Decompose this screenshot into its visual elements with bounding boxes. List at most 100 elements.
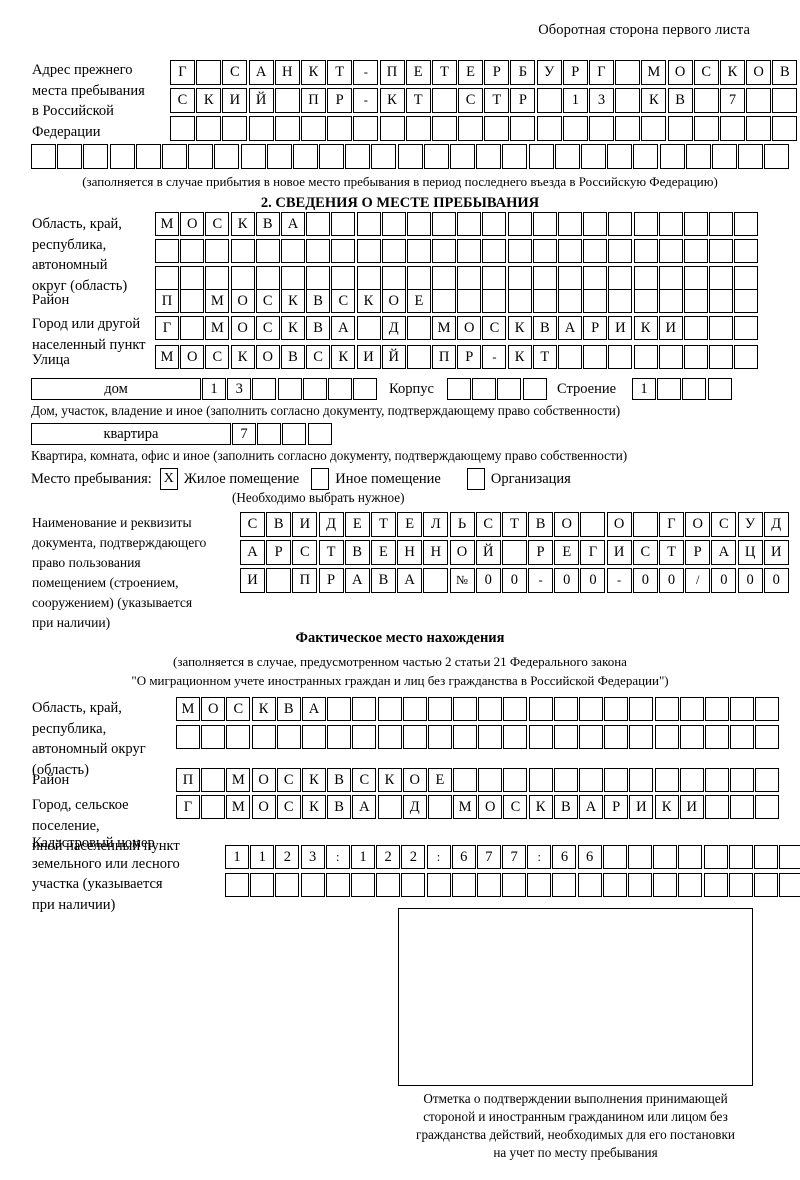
char-cell[interactable] (719, 116, 745, 141)
char-cell[interactable]: К (641, 88, 667, 113)
char-cell[interactable] (738, 144, 764, 169)
section2-region-row-2[interactable] (155, 239, 759, 263)
char-cell[interactable] (746, 116, 772, 141)
char-cell[interactable] (728, 873, 753, 897)
char-cell[interactable] (522, 378, 547, 400)
char-cell[interactable] (484, 116, 510, 141)
char-cell[interactable]: П (292, 568, 318, 593)
char-cell[interactable]: 0 (580, 568, 606, 593)
char-cell[interactable] (709, 289, 734, 313)
char-cell[interactable] (356, 266, 381, 290)
char-cell[interactable]: 1 (562, 88, 588, 113)
char-cell[interactable] (536, 88, 562, 113)
char-cell[interactable]: : (426, 845, 451, 869)
section2-region-row-3[interactable] (155, 266, 759, 290)
char-cell[interactable]: № (449, 568, 475, 593)
char-cell[interactable] (583, 239, 608, 263)
char-cell[interactable]: : (325, 845, 350, 869)
confirmation-stamp-box[interactable] (398, 908, 753, 1086)
char-cell[interactable] (528, 725, 553, 749)
char-cell[interactable]: Е (427, 768, 452, 792)
stay-type-option-organization-checkbox[interactable] (466, 468, 485, 490)
char-cell[interactable]: С (276, 768, 301, 792)
char-cell[interactable] (607, 144, 633, 169)
char-cell[interactable] (497, 378, 522, 400)
char-cell[interactable] (532, 266, 557, 290)
char-cell[interactable] (331, 212, 356, 236)
char-cell[interactable] (353, 116, 379, 141)
char-cell[interactable] (683, 212, 708, 236)
char-cell[interactable] (406, 239, 431, 263)
char-cell[interactable] (653, 845, 678, 869)
char-cell[interactable] (608, 266, 633, 290)
char-cell[interactable] (608, 239, 633, 263)
char-cell[interactable] (558, 212, 582, 236)
char-cell[interactable] (302, 378, 327, 400)
char-cell[interactable]: С (475, 512, 501, 537)
char-cell[interactable] (307, 423, 332, 445)
char-cell[interactable]: М (155, 345, 179, 369)
char-cell[interactable]: А (240, 540, 265, 565)
char-cell[interactable]: Н (274, 60, 300, 85)
char-cell[interactable]: И (608, 316, 633, 340)
char-cell[interactable] (457, 266, 482, 290)
char-cell[interactable] (693, 88, 719, 113)
char-cell[interactable] (376, 873, 401, 897)
char-cell[interactable]: 1 (250, 845, 275, 869)
char-cell[interactable]: С (458, 88, 484, 113)
char-cell[interactable] (423, 568, 449, 593)
char-cell[interactable] (300, 116, 326, 141)
char-cell[interactable] (155, 239, 179, 263)
char-cell[interactable] (251, 725, 276, 749)
char-cell[interactable]: М (155, 212, 179, 236)
char-cell[interactable]: М (226, 768, 251, 792)
char-cell[interactable]: О (402, 768, 427, 792)
char-cell[interactable]: К (230, 345, 255, 369)
char-cell[interactable] (709, 212, 734, 236)
char-cell[interactable]: Е (405, 60, 431, 85)
char-cell[interactable]: Е (370, 540, 396, 565)
char-cell[interactable]: П (300, 88, 326, 113)
char-cell[interactable]: О (180, 345, 205, 369)
char-cell[interactable]: Л (423, 512, 449, 537)
char-cell[interactable] (457, 289, 482, 313)
char-cell[interactable]: П (432, 345, 457, 369)
char-cell[interactable] (629, 697, 654, 721)
char-cell[interactable]: В (327, 768, 352, 792)
char-cell[interactable] (678, 873, 703, 897)
char-cell[interactable]: М (432, 316, 457, 340)
char-cell[interactable] (476, 144, 502, 169)
char-cell[interactable]: 0 (632, 568, 658, 593)
char-cell[interactable]: 2 (275, 845, 300, 869)
char-cell[interactable] (633, 239, 658, 263)
char-cell[interactable] (558, 266, 582, 290)
char-cell[interactable] (482, 239, 507, 263)
stroenie-boxes[interactable]: 1 (632, 378, 732, 400)
char-cell[interactable]: О (685, 512, 711, 537)
char-cell[interactable] (679, 768, 704, 792)
char-cell[interactable] (427, 697, 452, 721)
char-cell[interactable] (734, 239, 759, 263)
char-cell[interactable] (300, 873, 325, 897)
char-cell[interactable]: И (763, 540, 789, 565)
char-cell[interactable] (562, 116, 588, 141)
char-cell[interactable] (402, 697, 427, 721)
char-cell[interactable]: В (327, 795, 352, 819)
char-cell[interactable]: Е (406, 289, 431, 313)
char-cell[interactable] (432, 266, 457, 290)
char-cell[interactable]: И (679, 795, 704, 819)
char-cell[interactable]: Т (484, 88, 510, 113)
previous-address-row-3[interactable] (170, 116, 798, 141)
char-cell[interactable]: И (629, 795, 654, 819)
char-cell[interactable] (628, 845, 652, 869)
char-cell[interactable] (755, 795, 780, 819)
char-cell[interactable]: С (482, 316, 507, 340)
char-cell[interactable] (275, 873, 300, 897)
char-cell[interactable] (327, 378, 352, 400)
char-cell[interactable]: И (658, 316, 683, 340)
char-cell[interactable]: Т (370, 512, 396, 537)
